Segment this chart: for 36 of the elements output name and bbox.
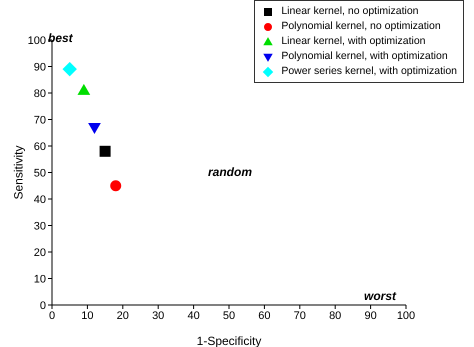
- annotation: worst: [364, 289, 396, 303]
- x-tick-label: 100: [396, 310, 416, 322]
- y-tick-label: 10: [34, 273, 46, 286]
- x-tick-label: 70: [294, 310, 306, 322]
- x-tick-label: 40: [187, 310, 200, 322]
- point: [110, 180, 122, 192]
- x-tick-label: 60: [258, 310, 271, 322]
- y-tick-label: 0: [40, 300, 46, 312]
- y-tick-label: 100: [28, 34, 46, 47]
- legend-label: Linear kernel, no optimization: [281, 4, 419, 19]
- y-tick-label: 40: [34, 194, 46, 206]
- y-tick-label: 80: [34, 88, 46, 100]
- legend-label: Power series kernel, with optimization: [281, 64, 457, 79]
- x-tick-label: 90: [364, 310, 377, 322]
- legend-label: Linear kernel, with optimization: [281, 34, 426, 49]
- annotation: best: [48, 31, 73, 45]
- point: [100, 146, 111, 157]
- legend-label: Polynomial kernel, with optimization: [281, 49, 448, 64]
- y-axis-title: Sensitivity: [11, 145, 26, 200]
- point: [78, 84, 90, 95]
- y-tick-label: 70: [34, 114, 46, 126]
- y-tick-label: 90: [34, 61, 46, 74]
- y-tick-label: 50: [34, 167, 46, 180]
- x-tick-label: 0: [48, 310, 56, 322]
- x-tick-label: 10: [81, 310, 94, 322]
- legend-label: Polynomial kernel, no optimization: [281, 19, 441, 34]
- x-tick-label: 50: [222, 310, 236, 322]
- x-tick-label: 80: [329, 310, 342, 322]
- x-tick-label: 30: [152, 310, 164, 322]
- y-tick-label: 30: [34, 220, 46, 232]
- x-tick-label: 20: [116, 310, 129, 322]
- annotation: random: [208, 165, 252, 179]
- y-tick-label: 60: [34, 140, 46, 153]
- point: [88, 122, 100, 134]
- y-tick-label: 20: [34, 246, 46, 259]
- point: [62, 62, 77, 76]
